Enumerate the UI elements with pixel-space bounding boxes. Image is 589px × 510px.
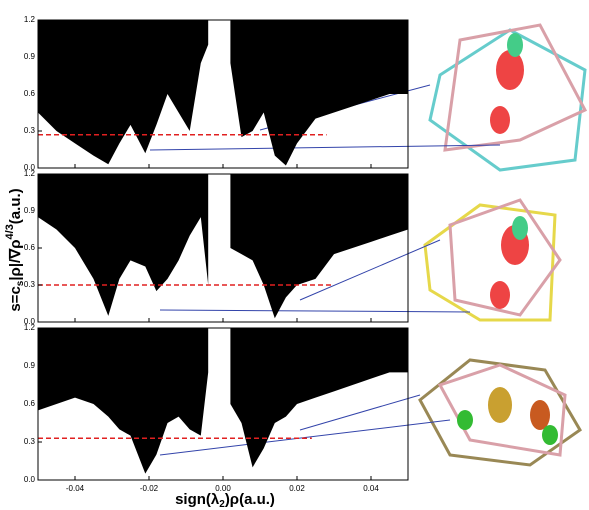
label-part: sign(λ [175, 491, 220, 508]
x-tick-label: -0.04 [66, 484, 85, 493]
page: s=cs|ρ|/∇ρ4/3(a.u.) sign(λ2)ρ(a.u.) 0.00… [0, 0, 589, 510]
connector [300, 395, 420, 430]
panel-label: (c) [40, 331, 50, 340]
label-part: )ρ(a.u.) [225, 491, 275, 508]
density-region [230, 20, 408, 166]
y-tick-label: 0.3 [24, 437, 36, 446]
y-tick-label: 1.2 [24, 169, 36, 178]
y-tick-label: 0.9 [24, 52, 36, 61]
isosurface [496, 50, 524, 90]
isosurface [457, 410, 473, 430]
label-part: s=c [7, 286, 24, 311]
density-region [38, 20, 208, 164]
y-tick-label: 0.6 [24, 89, 36, 98]
y-tick-label: 0.9 [24, 361, 36, 370]
y-axis-label: s=cs|ρ|/∇ρ4/3(a.u.) [4, 188, 26, 311]
y-tick-label: 0.0 [24, 475, 36, 484]
isosurface [490, 106, 510, 134]
density-region [230, 174, 408, 318]
x-axis-label: sign(λ2)ρ(a.u.) [175, 491, 275, 510]
label-part: 4/3 [4, 224, 16, 239]
isosurface [507, 33, 523, 57]
molecules [420, 25, 585, 465]
density-region [230, 328, 408, 467]
x-tick-label: 0.02 [289, 484, 305, 493]
isosurface [512, 216, 528, 240]
isosurface [542, 425, 558, 445]
x-tick-label: 0.00 [215, 484, 231, 493]
panel-label: (b) [40, 177, 50, 186]
y-tick-label: 0.3 [24, 126, 36, 135]
y-tick-label: 1.2 [24, 15, 36, 24]
y-tick-label: 0.6 [24, 399, 36, 408]
y-tick-label: 1.2 [24, 323, 36, 332]
label-part: |ρ|/∇ρ [7, 239, 24, 280]
panel-label: (a) [40, 23, 50, 32]
x-tick-label: 0.04 [363, 484, 379, 493]
y-tick-label: 0.9 [24, 206, 36, 215]
x-tick-label: -0.02 [140, 484, 159, 493]
y-tick-label: 0.3 [24, 280, 36, 289]
connector [160, 310, 470, 312]
isosurface [488, 387, 512, 423]
isosurface [530, 400, 550, 430]
isosurface [490, 281, 510, 309]
figure: s=cs|ρ|/∇ρ4/3(a.u.) sign(λ2)ρ(a.u.) 0.00… [0, 0, 589, 510]
label-part: (a.u.) [7, 188, 24, 224]
density-region [38, 174, 208, 316]
y-tick-label: 0.6 [24, 243, 36, 252]
